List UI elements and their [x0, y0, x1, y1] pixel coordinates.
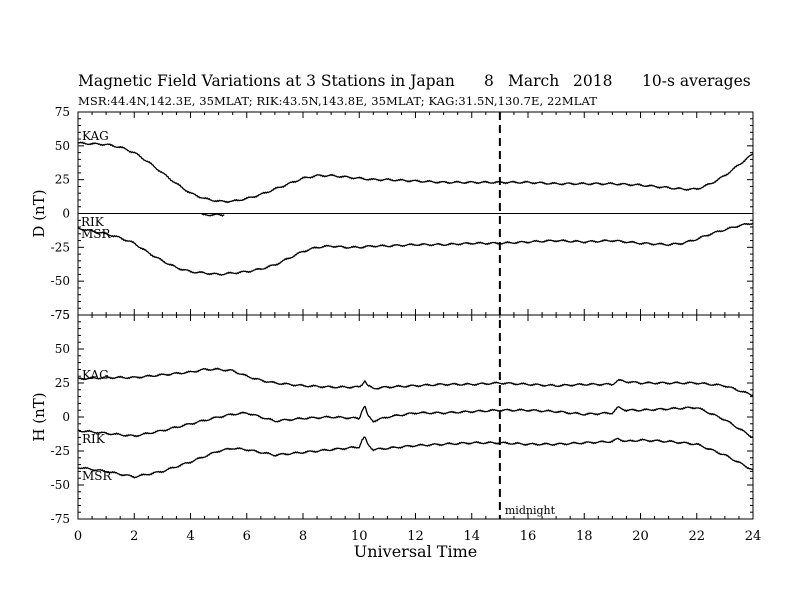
xlabel: Universal Time — [354, 542, 477, 561]
h-ytick-label: -25 — [51, 444, 70, 458]
h-label-msr: MSR — [82, 469, 113, 483]
h-ytick-label: -75 — [51, 512, 70, 526]
d-ytick-label: 0 — [62, 207, 70, 221]
xtick-label: 12 — [407, 529, 424, 544]
d-ytick-label: -50 — [51, 274, 70, 288]
d-ytick-label: 75 — [55, 105, 70, 119]
h-ytick-label: 0 — [62, 410, 70, 424]
midnight-label: midnight — [505, 504, 556, 517]
h-series-kag — [77, 367, 753, 397]
xtick-label: 14 — [463, 529, 480, 544]
d-ytick-label: 50 — [55, 139, 70, 153]
h-series-msr — [77, 436, 754, 479]
h-ytick-label: 50 — [55, 342, 70, 356]
title-year: 2018 — [573, 72, 613, 90]
xtick-label: 8 — [299, 529, 307, 544]
h-ytick-label: 75 — [55, 308, 70, 322]
d-ytick-label: 25 — [55, 173, 70, 187]
d-series-rik — [201, 212, 225, 217]
h-series-rik — [77, 405, 754, 439]
station-info: MSR:44.4N,142.3E, 35MLAT; RIK:43.5N,143.… — [78, 94, 598, 108]
title-main: Magnetic Field Variations at 3 Stations … — [78, 72, 455, 90]
d-ytick-label: -75 — [51, 308, 70, 322]
xtick-label: 24 — [745, 529, 762, 544]
title-month: March — [508, 72, 560, 90]
d-label-msr: MSR — [81, 227, 112, 241]
xtick-label: 22 — [688, 529, 705, 544]
title-averages: 10-s averages — [642, 72, 751, 90]
h-label-rik: RIK — [82, 432, 106, 446]
xtick-label: 2 — [130, 529, 138, 544]
d-label-kag: KAG — [82, 129, 109, 143]
xtick-label: 16 — [520, 529, 537, 544]
xtick-label: 10 — [351, 529, 368, 544]
h-label-kag: KAG — [82, 368, 109, 382]
xtick-label: 0 — [74, 529, 82, 544]
d-series-kag — [77, 141, 754, 204]
h-ytick-label: -50 — [51, 478, 70, 492]
d-ylabel: D (nT) — [30, 189, 48, 237]
d-ytick-label: -25 — [51, 240, 70, 254]
title-day: 8 — [484, 72, 494, 90]
h-ytick-label: 25 — [55, 376, 70, 390]
d-label-rik: RIK — [81, 215, 105, 229]
h-panel-frame — [77, 314, 754, 520]
xtick-label: 6 — [243, 529, 251, 544]
xtick-label: 18 — [576, 529, 593, 544]
xtick-label: 4 — [186, 529, 194, 544]
h-ylabel: H (nT) — [30, 392, 48, 441]
xtick-label: 20 — [632, 529, 649, 544]
d-series-msr — [77, 222, 754, 276]
